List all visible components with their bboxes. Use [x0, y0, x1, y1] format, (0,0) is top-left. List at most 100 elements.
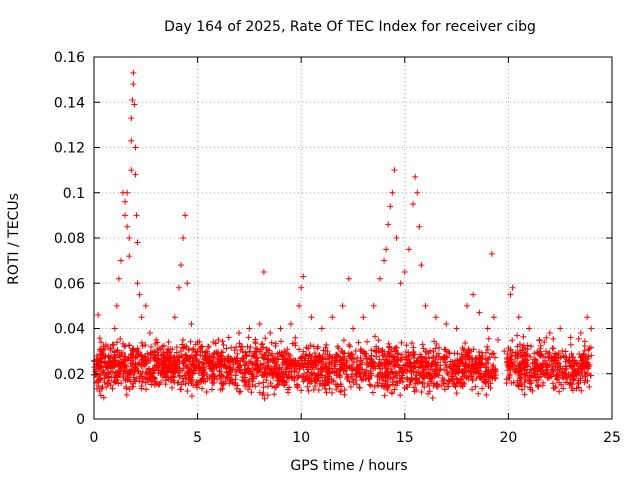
band-point: [327, 370, 334, 377]
band-point: [304, 383, 311, 390]
band-point: [166, 350, 173, 357]
band-point: [550, 368, 557, 375]
band-point: [492, 367, 499, 374]
data-point: [146, 330, 153, 337]
band-point: [388, 389, 395, 396]
data-point: [515, 314, 522, 321]
band-point: [390, 353, 397, 360]
band-point: [179, 354, 186, 361]
band-point: [343, 371, 350, 378]
band-point: [138, 339, 145, 346]
data-point: [215, 336, 222, 343]
band-point: [256, 348, 263, 355]
band-point: [195, 379, 202, 386]
band-point: [236, 340, 243, 347]
band-point: [432, 345, 439, 352]
band-point: [487, 385, 494, 392]
band-point: [410, 368, 417, 375]
band-point: [157, 379, 164, 386]
band-point: [264, 356, 271, 363]
band-point: [303, 372, 310, 379]
band-point: [349, 366, 356, 373]
band-point: [194, 384, 201, 391]
band-point: [371, 363, 378, 370]
band-point: [186, 354, 193, 361]
data-point: [300, 273, 307, 280]
band-point: [177, 386, 184, 393]
band-point: [128, 366, 135, 373]
band-point: [520, 333, 527, 340]
band-point: [135, 368, 142, 375]
band-point: [382, 356, 389, 363]
band-point: [531, 364, 538, 371]
band-point: [267, 357, 274, 364]
band-point: [247, 344, 254, 351]
band-point: [268, 339, 275, 346]
data-point: [588, 325, 595, 332]
band-point: [267, 379, 274, 386]
band-point: [520, 349, 527, 356]
band-point: [567, 363, 574, 370]
band-point: [188, 393, 195, 400]
band-point: [431, 338, 438, 345]
band-point: [425, 370, 432, 377]
dense-band: [91, 332, 595, 402]
band-point: [461, 363, 468, 370]
data-point: [128, 167, 135, 174]
data-point: [256, 320, 263, 327]
data-point: [567, 334, 574, 341]
data-point: [260, 268, 267, 275]
band-point: [117, 336, 124, 343]
band-point: [187, 338, 194, 345]
data-point: [113, 302, 120, 309]
band-point: [239, 344, 246, 351]
band-point: [102, 341, 109, 348]
band-point: [365, 362, 372, 369]
band-point: [353, 381, 360, 388]
band-point: [517, 375, 524, 382]
band-point: [329, 354, 336, 361]
band-point: [578, 387, 585, 394]
band-point: [521, 367, 528, 374]
band-point: [440, 366, 447, 373]
data-point: [165, 339, 172, 346]
band-point: [515, 368, 522, 375]
band-point: [584, 359, 591, 366]
band-point: [155, 359, 162, 366]
band-point: [278, 338, 285, 345]
data-point: [345, 275, 352, 282]
band-point: [145, 357, 152, 364]
band-point: [169, 366, 176, 373]
band-point: [148, 343, 155, 350]
data-point: [178, 262, 185, 269]
band-point: [504, 354, 511, 361]
band-point: [129, 360, 136, 367]
band-point: [192, 355, 199, 362]
band-point: [380, 384, 387, 391]
band-point: [142, 361, 149, 368]
band-point: [334, 381, 341, 388]
band-point: [152, 340, 159, 347]
band-point: [114, 339, 121, 346]
data-point: [422, 302, 429, 309]
band-point: [334, 343, 341, 350]
band-point: [533, 358, 540, 365]
band-point: [463, 349, 470, 356]
band-point: [129, 383, 136, 390]
band-point: [439, 375, 446, 382]
band-point: [231, 381, 238, 388]
band-point: [507, 356, 514, 363]
band-point: [524, 346, 531, 353]
band-point: [399, 374, 406, 381]
band-point: [126, 376, 133, 383]
band-point: [362, 350, 369, 357]
band-point: [249, 360, 256, 367]
band-point: [560, 385, 567, 392]
data-point: [124, 189, 131, 196]
band-point: [160, 342, 167, 349]
grid-lines: [94, 57, 612, 419]
data-point: [360, 314, 367, 321]
band-point: [269, 383, 276, 390]
band-point: [271, 391, 278, 398]
band-point: [449, 373, 456, 380]
